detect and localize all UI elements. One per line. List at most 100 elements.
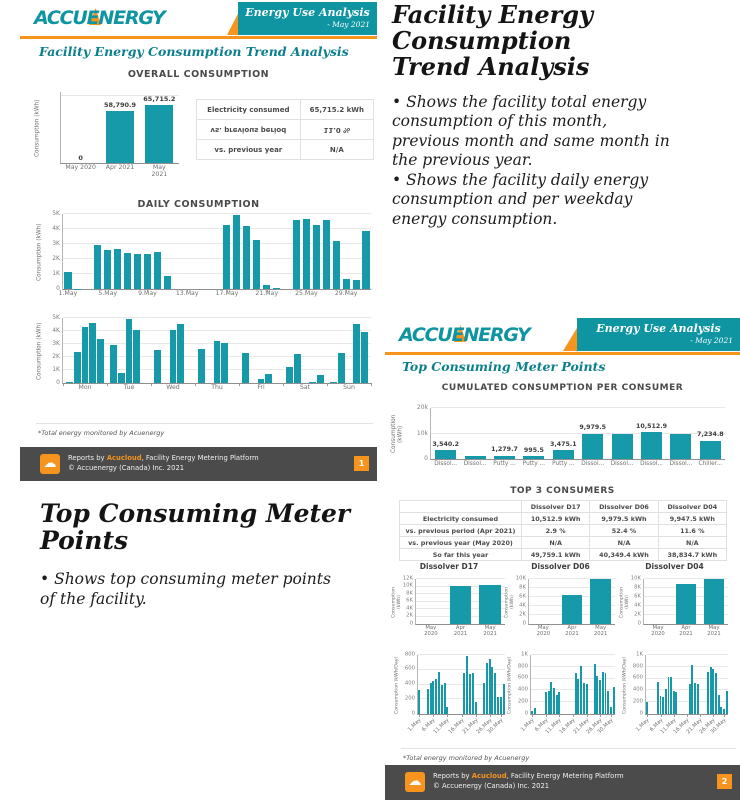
bar-value-label: 65,715.2 — [143, 95, 176, 104]
bar — [361, 332, 368, 383]
note-title: Facility Energy Consumption Trend Analys… — [392, 0, 594, 81]
gridline — [531, 654, 615, 655]
bar — [242, 353, 249, 383]
y-tick: 400 — [517, 686, 528, 693]
bar — [672, 691, 675, 714]
section-heading-cumulated: CUMULATED CONSUMPTION PER CONSUMER — [441, 383, 684, 393]
y-axis-label: Consumption (kWh/Day) — [507, 656, 513, 714]
gridline — [531, 677, 615, 679]
bar — [309, 382, 316, 383]
x-tickmark — [461, 714, 463, 717]
y-tick: 600 — [632, 674, 643, 681]
bar — [670, 677, 673, 714]
y-tick: 0 — [56, 379, 60, 386]
x-tick: Putty ... — [522, 461, 546, 467]
daily-consumption-chart: Consumption (kWh) 0 1K 2K 3K 4K 5K 1.May 5.May 9… — [34, 208, 374, 302]
bar — [662, 697, 665, 714]
bar — [482, 683, 485, 714]
footer-line1-rest: , Facility Energy Metering Platform — [141, 454, 259, 462]
gridline — [63, 258, 371, 259]
y-tick: 0 — [411, 710, 415, 717]
y-tick: 200 — [632, 698, 643, 705]
bar — [717, 694, 720, 714]
accuenergy-logo: ACCUENERGY — [399, 324, 531, 346]
bar — [611, 433, 633, 459]
bar — [338, 353, 345, 383]
y-tick: 4K — [519, 602, 526, 609]
meter-daily-chart-d04: Consumption (kWh/Day) 0 200 400 600 800 1K 1.M… — [619, 649, 730, 745]
gridline — [646, 689, 728, 691]
x-tick: Chiller... — [698, 461, 723, 467]
x-tick: Sun — [343, 384, 355, 391]
bar — [332, 241, 340, 289]
gridline — [646, 701, 728, 703]
chart-plot: 0 10k 20k Dissol... Dissol... Putty ... Putty … — [417, 405, 725, 467]
x-tickmark — [586, 714, 588, 717]
bar — [552, 450, 574, 459]
x-tickmark — [647, 714, 649, 717]
table-cell: N/A — [299, 139, 375, 160]
y-axis-label: Consumption (kWh/Day) — [622, 656, 628, 714]
footnote: *Total energy monitored by Acuenergy — [403, 754, 530, 762]
gridline — [63, 228, 371, 229]
bar — [143, 253, 151, 289]
x-tick: 1.May — [407, 717, 423, 733]
chart-plot: May 2020 Apr 2021 May 2021 0 58,790.9 65,715.… — [60, 92, 179, 177]
weekday-consumption-chart: Consumption (kWh) 0 1K 2K 3K 4K 5K Mon Tue Wed Th… — [34, 312, 374, 397]
x-tickmark — [107, 289, 109, 292]
x-tickmark — [724, 714, 726, 717]
meter-chart-title: Dissolver D17 — [419, 562, 479, 571]
x-tick: May 2021 — [483, 625, 497, 637]
table-row: vs. previous year (May 2020) N/A N/A N/A — [399, 536, 728, 549]
bar — [133, 329, 140, 383]
y-tick: 200 — [517, 698, 528, 705]
x-tickmark — [475, 714, 477, 717]
x-tick: Sat — [299, 384, 311, 391]
bar — [114, 248, 122, 289]
table-cell: vs. previous year (May 2020) — [399, 536, 522, 549]
y-tick: 2K — [52, 255, 60, 262]
bar — [440, 684, 443, 714]
bar — [696, 683, 699, 714]
x-tick: May 2020 — [651, 625, 665, 637]
bar — [64, 271, 72, 289]
gridline — [63, 273, 371, 274]
x-tickmark — [107, 383, 108, 386]
x-tickmark — [700, 714, 702, 717]
table-cell: vs. previous period — [196, 119, 301, 140]
bar — [110, 345, 117, 383]
y-tick: 1K — [52, 270, 60, 277]
x-tickmark — [447, 714, 449, 717]
y-tick: 6K — [519, 593, 526, 600]
bar — [257, 379, 265, 383]
bar — [720, 706, 723, 714]
section-heading-top3: TOP 3 CONSUMERS — [510, 486, 615, 496]
gridline — [418, 668, 505, 670]
gridline — [529, 587, 615, 588]
table-header-cell — [399, 500, 522, 513]
y-tick: 2K — [52, 353, 60, 360]
y-tick: 10k — [416, 429, 428, 437]
bar — [474, 702, 477, 714]
x-tick: Dissol... — [640, 461, 663, 467]
bar — [555, 694, 558, 714]
bar — [709, 666, 712, 714]
bar-value-label: 10,512.9 — [635, 422, 668, 430]
table-row: Electricity consumed 65,715.2 kWh — [196, 99, 375, 120]
bar — [198, 348, 205, 383]
bar — [169, 330, 177, 383]
bar — [577, 678, 580, 714]
y-axis-label: Consumption (kWh) — [34, 99, 41, 157]
gridline — [61, 94, 179, 96]
bar — [446, 707, 449, 714]
y-tick: 20k — [416, 404, 428, 411]
bar — [418, 689, 421, 714]
bar — [438, 671, 441, 714]
x-tick: 29.May — [334, 290, 358, 297]
gridline — [529, 578, 615, 579]
accuenergy-logo: ACCUENERGY — [34, 7, 166, 29]
bar-value-label: 7,234.8 — [696, 431, 724, 439]
bar — [499, 697, 502, 714]
meter-chart-title: Dissolver D04 — [645, 562, 704, 571]
table-row: vs. previous period (Apr 2021) 2.9 % 52.4 … — [399, 524, 728, 537]
